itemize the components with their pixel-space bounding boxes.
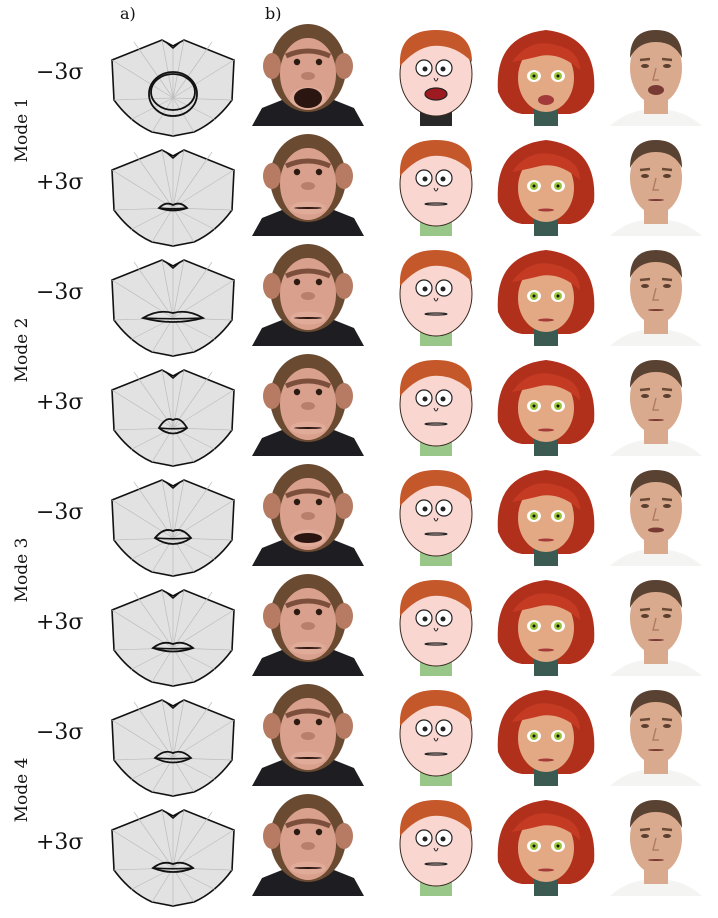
sigma-label: +3σ (36, 170, 84, 195)
figure-row: −3σ (0, 680, 718, 797)
mouth-mesh-diagram (104, 680, 242, 797)
sigma-label: +3σ (36, 610, 84, 635)
sigma-label: +3σ (36, 390, 84, 415)
cartoon-boy-face (380, 242, 492, 346)
cartoon-girl-face (490, 132, 602, 236)
realistic-man-face (600, 682, 712, 786)
chimpanzee-face (252, 792, 364, 896)
realistic-man-face (600, 132, 712, 236)
figure-row: +3σ (0, 350, 718, 467)
cartoon-girl-face (490, 352, 602, 456)
cartoon-girl-face (490, 792, 602, 896)
mode-label: Mode 4 (12, 757, 32, 823)
figure-row: +3σ (0, 130, 718, 247)
chimpanzee-face (252, 462, 364, 566)
mouth-mesh-diagram (104, 240, 242, 357)
cartoon-boy-face (380, 792, 492, 896)
sigma-label: −3σ (36, 280, 84, 305)
realistic-man-face (600, 792, 712, 896)
mouth-mesh-diagram (104, 570, 242, 687)
cartoon-boy-face (380, 462, 492, 566)
figure-row: +3σ (0, 790, 718, 907)
sigma-label: +3σ (36, 830, 84, 855)
cartoon-girl-face (490, 242, 602, 346)
chimpanzee-face (252, 22, 364, 126)
realistic-man-face (600, 462, 712, 566)
figure-row: −3σ (0, 240, 718, 357)
mode-label: Mode 3 (12, 537, 32, 603)
realistic-man-face (600, 242, 712, 346)
realistic-man-face (600, 352, 712, 456)
cartoon-boy-face (380, 682, 492, 786)
panel-label-b: b) (265, 4, 282, 23)
mouth-mesh-diagram (104, 790, 242, 907)
cartoon-boy-face (380, 352, 492, 456)
figure-row: −3σ (0, 20, 718, 137)
figure-row: +3σ (0, 570, 718, 687)
cartoon-boy-face (380, 22, 492, 126)
chimpanzee-face (252, 352, 364, 456)
chimpanzee-face (252, 572, 364, 676)
realistic-man-face (600, 572, 712, 676)
mode-label: Mode 2 (12, 317, 32, 383)
figure-row: −3σ (0, 460, 718, 577)
mouth-mesh-diagram (104, 460, 242, 577)
realistic-man-face (600, 22, 712, 126)
chimpanzee-face (252, 132, 364, 236)
sigma-label: −3σ (36, 500, 84, 525)
cartoon-boy-face (380, 572, 492, 676)
mouth-mesh-diagram (104, 130, 242, 247)
sigma-label: −3σ (36, 60, 84, 85)
cartoon-girl-face (490, 682, 602, 786)
cartoon-girl-face (490, 462, 602, 566)
chimpanzee-face (252, 682, 364, 786)
cartoon-boy-face (380, 132, 492, 236)
cartoon-girl-face (490, 22, 602, 126)
sigma-label: −3σ (36, 720, 84, 745)
mouth-mesh-diagram (104, 20, 242, 137)
mode-label: Mode 1 (12, 97, 32, 163)
chimpanzee-face (252, 242, 364, 346)
mouth-mesh-diagram (104, 350, 242, 467)
panel-label-a: a) (120, 4, 136, 23)
cartoon-girl-face (490, 572, 602, 676)
